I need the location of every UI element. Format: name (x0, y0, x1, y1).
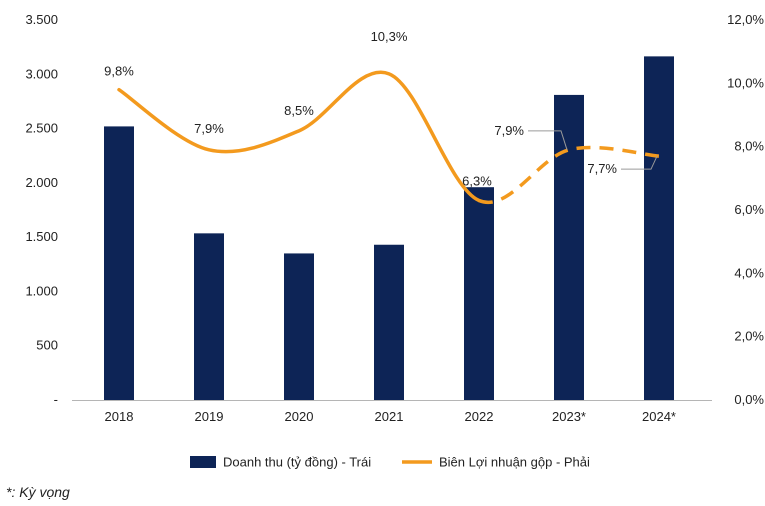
margin-data-label: 10,3% (371, 29, 408, 44)
x-axis-tick-label: 2023* (552, 409, 586, 424)
x-axis-tick-label: 2020 (285, 409, 314, 424)
left-axis-tick-label: 2.500 (25, 121, 58, 136)
x-axis-tick-label: 2022 (465, 409, 494, 424)
margin-data-label: 6,3% (462, 174, 492, 189)
right-axis-tick-label: 6,0% (734, 202, 764, 217)
revenue-bar (464, 187, 494, 400)
left-axis-tick-label: 3.000 (25, 66, 58, 81)
right-axis-tick-label: 0,0% (734, 392, 764, 407)
left-axis-tick-label: 1.000 (25, 283, 58, 298)
left-axis-tick-label: 2.000 (25, 175, 58, 190)
margin-label-leader (528, 130, 568, 150)
margin-line-forecast (478, 145, 660, 205)
revenue-bar (194, 233, 224, 400)
right-axis-tick-label: 4,0% (734, 265, 764, 280)
x-axis-tick-label: 2021 (375, 409, 404, 424)
footnote: *: Kỳ vọng (6, 484, 70, 500)
right-axis-tick-label: 2,0% (734, 329, 764, 344)
margin-data-label: 7,9% (494, 123, 524, 138)
x-axis-tick-label: 2024* (642, 409, 676, 424)
x-axis-tick-label: 2019 (195, 409, 224, 424)
combo-chart: - 500 1.000 1.500 2.000 2.500 3.000 3.500 0,0% 2,… (25, 12, 764, 470)
margin-data-label: 7,7% (587, 161, 617, 176)
margin-line-actual (117, 70, 481, 203)
revenue-bar (374, 244, 404, 400)
right-axis-tick-label: 8,0% (734, 139, 764, 154)
legend-swatch-revenue (190, 456, 216, 468)
left-axis-tick-label: - (54, 392, 58, 407)
legend-label-revenue: Doanh thu (tỷ đồng) - Trái (223, 455, 371, 470)
left-axis-tick-label: 500 (36, 338, 58, 353)
margin-data-label: 8,5% (284, 103, 314, 118)
revenue-bar (284, 253, 314, 400)
left-axis-tick-label: 1.500 (25, 229, 58, 244)
x-axis-tick-label: 2018 (105, 409, 134, 424)
left-axis-tick-label: 3.500 (25, 12, 58, 27)
revenue-bar (644, 56, 674, 400)
legend-label-margin: Biên Lợi nhuận gộp - Phải (439, 455, 590, 470)
revenue-bar (554, 94, 584, 401)
margin-label-leader (621, 155, 658, 170)
margin-data-label: 7,9% (194, 121, 224, 136)
margin-data-label: 9,8% (104, 64, 134, 79)
revenue-bar (104, 126, 134, 401)
right-axis-tick-label: 10,0% (727, 75, 764, 90)
right-axis-tick-label: 12,0% (727, 12, 764, 27)
